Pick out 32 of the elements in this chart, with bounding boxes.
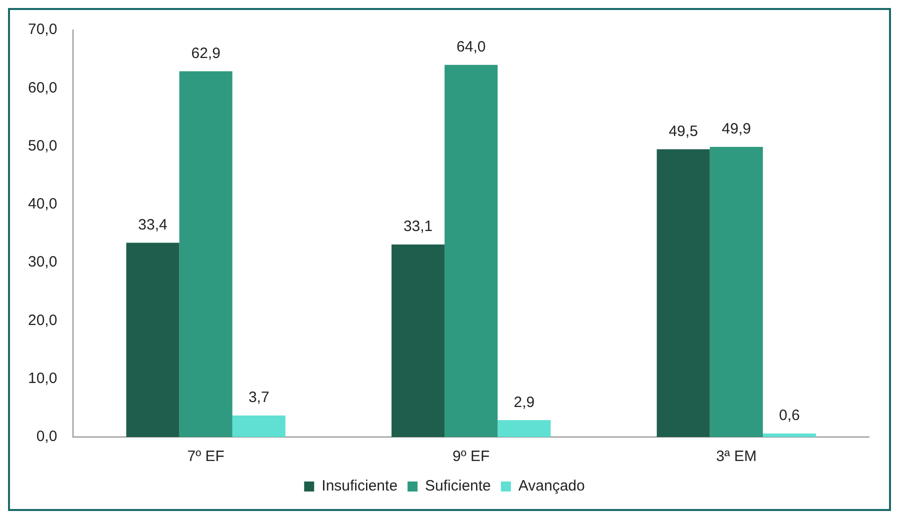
data-label: 33,1: [403, 218, 433, 236]
y-tick-label: 60,0: [28, 79, 58, 96]
bar: [392, 244, 445, 437]
y-tick-label: 40,0: [28, 196, 58, 213]
y-tick-label: 20,0: [28, 312, 58, 329]
bar: [444, 64, 498, 437]
data-label: 33,4: [138, 216, 168, 234]
bar: [179, 71, 232, 437]
y-tick-label: 50,0: [28, 137, 58, 154]
bar: [232, 415, 286, 437]
data-label: 3,7: [248, 389, 270, 406]
legend-label: Insuficiente: [322, 478, 398, 495]
y-tick-label: 0,0: [36, 428, 58, 446]
data-label: 49,5: [668, 122, 698, 140]
x-tick-label: 7º EF: [187, 448, 224, 466]
data-label: 2,9: [514, 394, 535, 411]
bar: [762, 434, 816, 437]
data-label: 49,9: [722, 120, 751, 138]
legend-label: Avançado: [518, 478, 585, 495]
bar: [656, 149, 710, 437]
bar: [498, 420, 551, 437]
y-tick-label: 70,0: [28, 21, 58, 38]
y-tick-label: 30,0: [28, 254, 58, 271]
y-tick-label: 10,0: [28, 370, 58, 387]
x-tick-label: 3ª EM: [716, 448, 757, 466]
bar: [710, 146, 763, 437]
data-label: 0,6: [778, 407, 800, 424]
data-label: 62,9: [191, 44, 220, 62]
bar: [126, 242, 180, 437]
x-tick-label: 9º EF: [452, 448, 490, 466]
legend-label: Suficiente: [425, 478, 491, 495]
data-label: 64,0: [456, 38, 486, 56]
